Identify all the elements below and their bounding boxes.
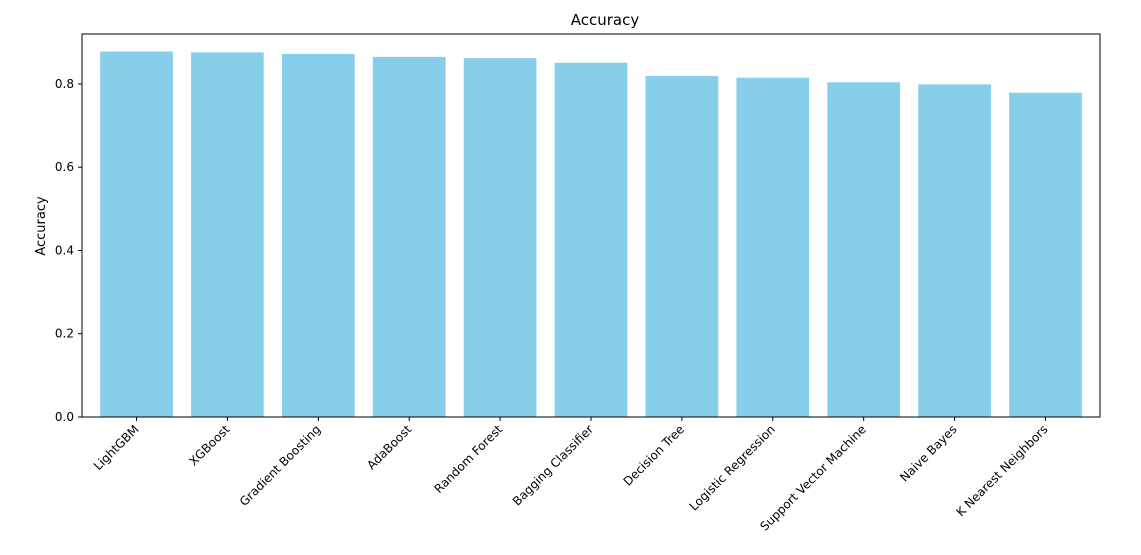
bar-logistic-regression [736, 77, 810, 417]
x-tick-label: LightGBM [91, 422, 142, 473]
x-tick-label: K Nearest Neighbors [954, 422, 1051, 519]
y-tick-label: 0.4 [55, 243, 74, 257]
x-tick-label: Decision Tree [621, 422, 687, 488]
bar-adaboost [372, 56, 446, 418]
x-tick-label: Bagging Classifier [510, 422, 596, 508]
bar-k-nearest-neighbors [1009, 92, 1082, 417]
bar-bagging-classifier [554, 62, 628, 417]
bar-decision-tree [645, 76, 719, 417]
y-axis-label: Accuracy [34, 196, 49, 256]
bar-xgboost [191, 52, 264, 418]
y-axis-ticks: 0.0 0.2 0.4 0.6 0.8 [55, 77, 82, 424]
y-tick-label: 0.6 [55, 160, 74, 174]
x-tick-label: Logistic Regression [687, 422, 778, 513]
bar-random-forest [463, 58, 537, 417]
plot-frame [81, 33, 1101, 418]
x-tick-label: Random Forest [431, 422, 505, 496]
bars-group [100, 51, 1082, 418]
y-tick-label: 0.8 [55, 77, 74, 91]
x-tick-label: Naive Bayes [897, 422, 959, 484]
x-tick-label: XGBoost [186, 422, 232, 468]
bar-gradient-boosting [281, 53, 355, 418]
y-tick-label: 0.0 [55, 410, 74, 424]
bar-support-vector-machine [827, 82, 901, 417]
chart-title: Accuracy [571, 11, 640, 29]
bar-naive-bayes [918, 84, 991, 417]
x-tick-label: Gradient Boosting [237, 422, 324, 509]
x-axis-ticks: LightGBM XGBoost Gradient Boosting AdaBoost… [91, 417, 1051, 534]
bar-lightgbm [100, 51, 173, 418]
y-tick-label: 0.2 [55, 327, 74, 341]
x-tick-label: AdaBoost [364, 422, 414, 472]
x-tick-label: Support Vector Machine [757, 422, 868, 533]
